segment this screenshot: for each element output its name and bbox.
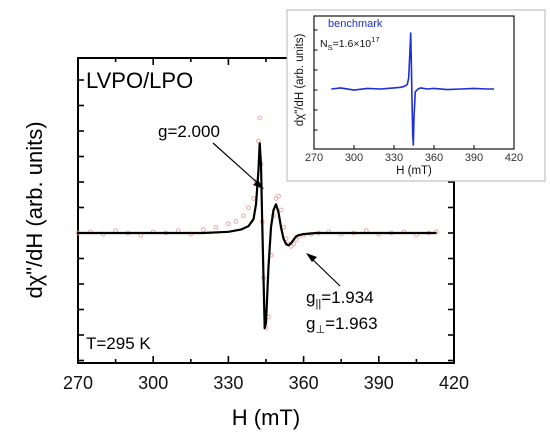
annotation-g-perpendicular: g⊥=1.963 [306, 314, 378, 336]
main-x-tick-label: 270 [63, 373, 93, 393]
inset-x-tick-labels: 270 300 330 360 390 420 [305, 152, 523, 164]
experimental-point [278, 207, 284, 213]
inset-y-axis-label: dχ"/dH (arb. units) [294, 34, 306, 127]
inset-data-layer [331, 32, 494, 146]
experimental-point [246, 205, 251, 211]
main-x-tick-label: 420 [439, 373, 469, 393]
main-y-axis-label: dχ"/dH (arb. units) [22, 121, 47, 298]
inset-x-tick-label: 330 [385, 152, 403, 164]
experimental-point [256, 138, 261, 144]
experimental-point [251, 196, 256, 201]
inset-background [286, 9, 546, 182]
main-x-tick-label: 330 [213, 373, 243, 393]
experimental-point [213, 224, 219, 230]
experimental-point [241, 213, 246, 219]
main-title: LVPO/LPO [86, 68, 193, 93]
experimental-point [226, 221, 231, 227]
arrow-g-tensor [308, 255, 341, 287]
experimental-point [233, 219, 239, 224]
inset-x-axis-label: H (mT) [396, 165, 432, 177]
main-x-tick-labels: 270 300 330 360 390 420 [63, 373, 469, 393]
main-data-layer [75, 115, 439, 331]
annotation-temperature: T=295 K [86, 334, 151, 353]
inset-x-tick-label: 270 [305, 152, 323, 164]
annotation-g-parallel: g||=1.934 [306, 288, 374, 310]
arrow-g-tensor-head [306, 253, 317, 262]
arrow-g-main-head [253, 180, 264, 189]
main-x-tick-label: 390 [364, 373, 394, 393]
main-x-tick-label: 360 [289, 373, 319, 393]
inset-plot-frame [313, 15, 515, 150]
experimental-point [276, 193, 281, 199]
simulation-line [78, 142, 437, 330]
experimental-point [273, 196, 279, 201]
benchmark-line [331, 32, 494, 146]
inset-x-tick-label: 420 [505, 152, 523, 164]
arrow-g-main [212, 142, 262, 187]
inset-x-tick-label: 390 [465, 152, 483, 164]
inset-x-tick-label: 360 [425, 152, 443, 164]
main-x-tick-label: 300 [138, 373, 168, 393]
experimental-point [257, 115, 263, 121]
inset-chart: 270 300 330 360 390 420 benchmark NS=1.6×1017… [286, 9, 546, 182]
main-chart: 270 300 330 360 390 420 LVPO/LPO dχ"/dH (arb.… [22, 57, 469, 430]
inset-axis-ticks [313, 29, 515, 149]
annotation-g-main: g=2.000 [158, 122, 220, 141]
experimental-point [200, 227, 206, 232]
main-x-axis-label: H (mT) [232, 405, 300, 430]
inset-legend-benchmark: benchmark [328, 18, 383, 30]
inset-x-tick-label: 300 [345, 152, 363, 164]
experimental-point [291, 241, 296, 247]
inset-ns-label: NS=1.6×1017 [320, 35, 380, 52]
